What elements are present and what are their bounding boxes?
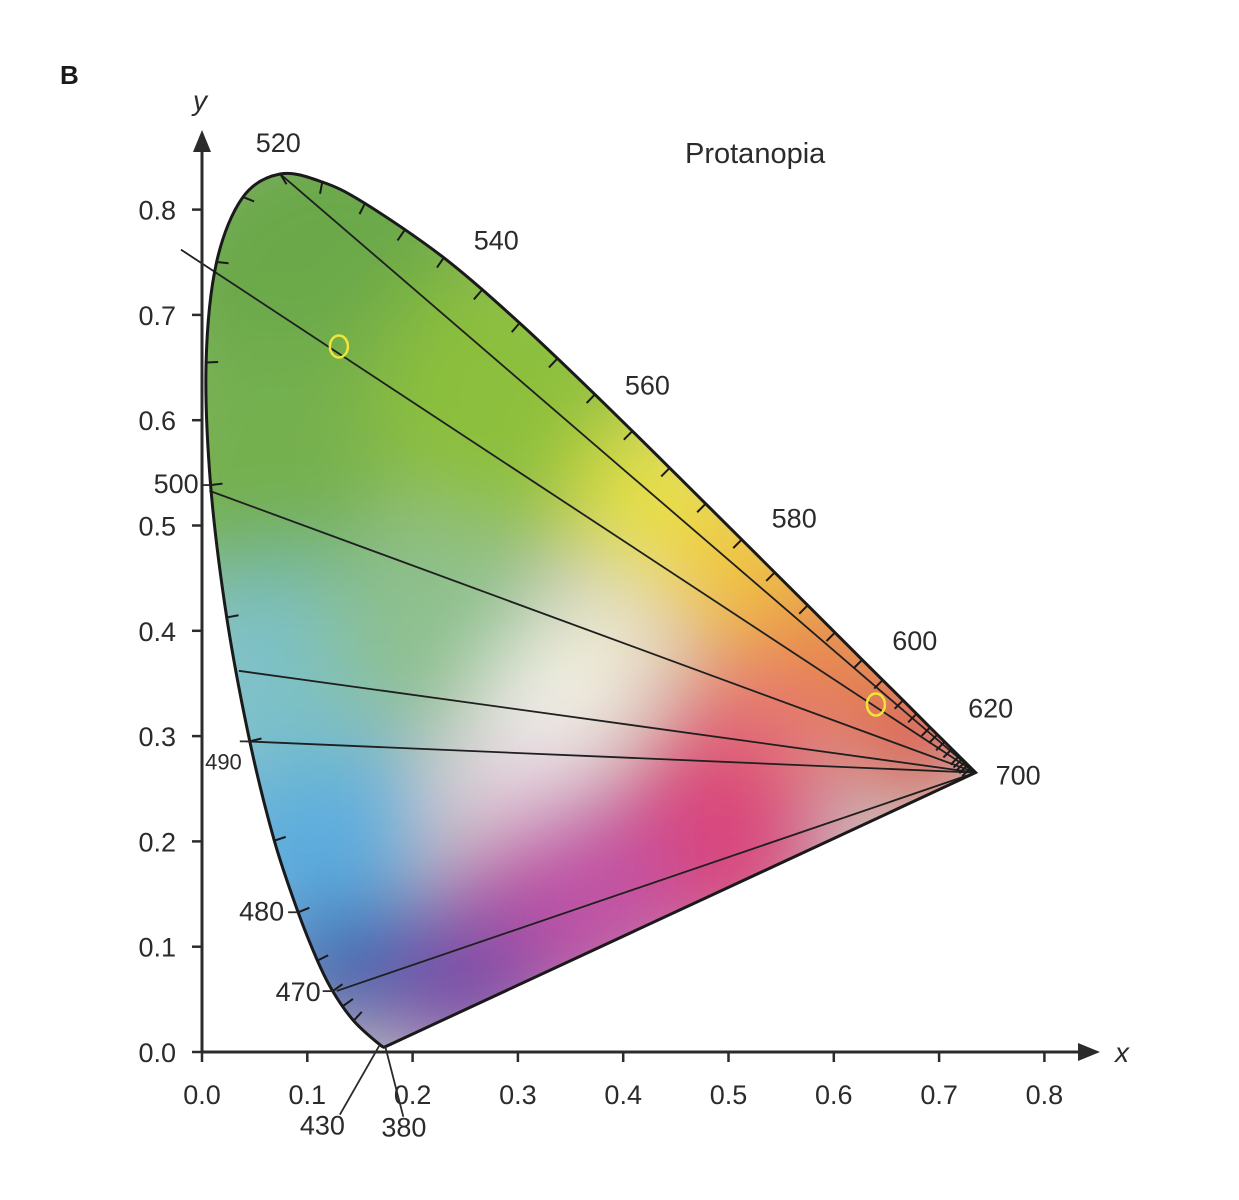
locus-tick bbox=[548, 358, 558, 369]
locus-tick bbox=[942, 748, 953, 759]
locus-tick bbox=[765, 571, 776, 582]
locus-tick bbox=[732, 538, 743, 549]
locus-tick bbox=[316, 954, 329, 962]
locus-tick bbox=[297, 906, 310, 914]
locus-tick bbox=[249, 737, 262, 743]
locus-tick bbox=[958, 764, 969, 775]
confusion-line bbox=[246, 740, 976, 774]
locus-tick bbox=[798, 604, 809, 615]
locus-tick bbox=[623, 430, 633, 441]
y-axis-title: y bbox=[191, 85, 209, 116]
locus-tick bbox=[332, 983, 344, 992]
locus-tick bbox=[216, 261, 229, 265]
confusion-line bbox=[238, 669, 976, 774]
locus-tick bbox=[342, 998, 354, 1007]
locus-tick bbox=[279, 173, 288, 185]
locus-tick bbox=[952, 758, 963, 769]
locus-tick bbox=[949, 755, 960, 766]
y-tick-label: 0.0 bbox=[138, 1038, 176, 1068]
x-axis-ticks: 0.0 0.1 0.2 0.3 0.4 0.5 0.6 0.7 0.8 bbox=[183, 1052, 1063, 1110]
locus-tick bbox=[210, 482, 223, 487]
confusion-markers bbox=[328, 334, 887, 717]
wavelength-label: 480 bbox=[239, 896, 284, 926]
confusion-line bbox=[180, 248, 977, 774]
locus-tick bbox=[935, 741, 946, 751]
y-tick-label: 0.6 bbox=[138, 406, 176, 436]
wavelength-label: 490 bbox=[205, 749, 242, 774]
y-tick-label: 0.2 bbox=[138, 827, 176, 857]
y-tick-label: 0.8 bbox=[138, 196, 176, 226]
locus-tick bbox=[696, 503, 707, 513]
x-tick-label: 0.5 bbox=[710, 1080, 748, 1110]
x-tick-label: 0.0 bbox=[183, 1080, 221, 1110]
leader-line bbox=[339, 1044, 381, 1116]
locus-tick bbox=[319, 181, 324, 194]
wavelength-label: 520 bbox=[256, 128, 301, 158]
annotation-protanopia: Protanopia bbox=[685, 138, 826, 170]
y-tick-label: 0.4 bbox=[138, 617, 176, 647]
leader-line bbox=[384, 1046, 405, 1117]
axes bbox=[193, 130, 1100, 1061]
locus-tick bbox=[226, 614, 239, 619]
marker-circle bbox=[865, 692, 887, 717]
confusion-line bbox=[209, 489, 976, 774]
x-axis-arrow bbox=[1078, 1043, 1100, 1061]
y-tick-label: 0.3 bbox=[138, 722, 176, 752]
wavelength-label: 380 bbox=[381, 1113, 426, 1143]
x-tick-label: 0.3 bbox=[499, 1080, 537, 1110]
locus-tick bbox=[396, 229, 406, 242]
wavelength-label: 580 bbox=[772, 504, 817, 534]
wavelength-label: 600 bbox=[892, 626, 937, 656]
x-tick-label: 0.8 bbox=[1026, 1080, 1064, 1110]
wavelength-label: 430 bbox=[300, 1111, 345, 1141]
wavelength-labels: 520 540 560 580 600 620 700 500 490 480 470 430 380 bbox=[154, 128, 1041, 1143]
locus-tick bbox=[510, 322, 521, 333]
x-tick-label: 0.1 bbox=[289, 1080, 327, 1110]
wavelength-label: 560 bbox=[625, 370, 670, 400]
locus-tick bbox=[955, 761, 966, 772]
y-tick-label: 0.5 bbox=[138, 512, 176, 542]
x-axis-title: x bbox=[1113, 1037, 1130, 1068]
locus-tick bbox=[274, 835, 287, 842]
locus-tick bbox=[853, 659, 863, 669]
locus-tick bbox=[873, 679, 884, 690]
wavelength-label: 470 bbox=[276, 977, 321, 1007]
y-axis-ticks: 0.0 0.1 0.2 0.3 0.4 0.5 0.6 0.7 0.8 bbox=[138, 196, 202, 1068]
locus-tick bbox=[961, 766, 972, 777]
x-tick-label: 0.7 bbox=[920, 1080, 958, 1110]
panel-label: B bbox=[60, 60, 79, 90]
y-axis-arrow bbox=[193, 130, 211, 152]
x-tick-label: 0.4 bbox=[604, 1080, 642, 1110]
confusion-line bbox=[279, 173, 977, 774]
y-tick-label: 0.1 bbox=[138, 933, 176, 963]
wavelength-ticks bbox=[206, 173, 972, 1022]
x-tick-label: 0.6 bbox=[815, 1080, 853, 1110]
wavelength-label: 540 bbox=[474, 226, 519, 256]
x-tick-label: 0.2 bbox=[394, 1080, 432, 1110]
locus-tick bbox=[893, 699, 904, 710]
marker-circle bbox=[328, 334, 350, 359]
locus-tick bbox=[436, 257, 445, 269]
color-gamut-fill bbox=[205, 173, 976, 1048]
locus-tick bbox=[920, 726, 931, 737]
locus-tick bbox=[928, 733, 939, 744]
locus-tick bbox=[825, 631, 836, 642]
wavelength-label: 700 bbox=[996, 761, 1041, 791]
locus-tick bbox=[585, 393, 596, 404]
confusion-lines bbox=[180, 173, 977, 992]
locus-tick bbox=[660, 467, 671, 478]
confusion-line bbox=[336, 771, 976, 992]
wavelength-label: 620 bbox=[968, 693, 1013, 723]
locus-tick bbox=[358, 202, 366, 215]
locus-tick bbox=[473, 289, 483, 301]
locus-tick bbox=[242, 196, 255, 203]
locus-tick bbox=[907, 713, 918, 724]
wavelength-label: 500 bbox=[154, 469, 199, 499]
locus-tick bbox=[352, 1011, 363, 1022]
y-tick-label: 0.7 bbox=[138, 301, 176, 331]
